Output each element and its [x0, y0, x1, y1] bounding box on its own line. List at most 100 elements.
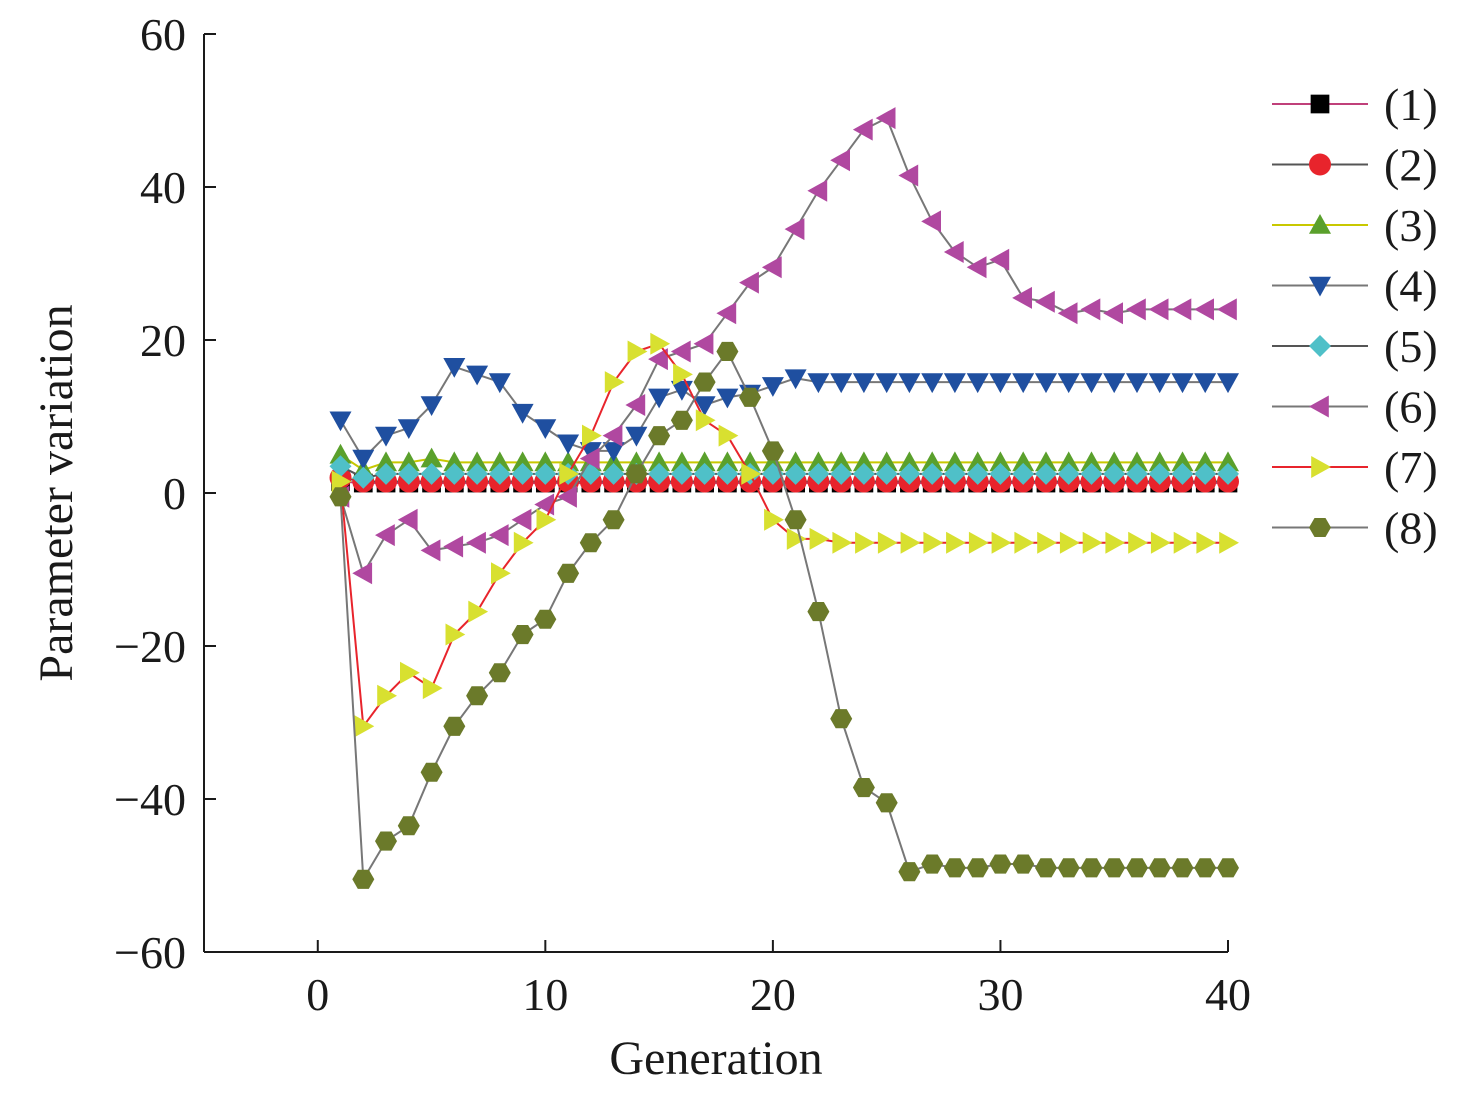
y-tick-label: 0: [163, 468, 186, 519]
data-point: [784, 218, 805, 241]
data-point: [673, 363, 693, 386]
data-point: [1128, 531, 1148, 554]
data-point: [420, 762, 443, 782]
data-point: [397, 451, 420, 472]
data-point: [852, 462, 875, 485]
data-point: [921, 210, 941, 233]
data-point: [1080, 373, 1103, 394]
data-point: [966, 858, 989, 878]
data-point: [1217, 373, 1239, 394]
data-point: [830, 149, 850, 172]
data-point: [602, 442, 625, 462]
x-axis-title: Generation: [609, 1032, 822, 1085]
series-line: [339, 453, 1228, 472]
data-point: [422, 677, 443, 700]
legend-label: (6): [1384, 382, 1438, 433]
data-point: [375, 451, 397, 472]
series-line: [340, 465, 1228, 479]
data-point: [1057, 858, 1080, 878]
data-point: [898, 462, 921, 485]
data-point: [807, 373, 830, 394]
data-point: [1148, 451, 1171, 472]
y-tick-label: 60: [140, 9, 186, 60]
series-4: [329, 358, 1239, 470]
legend-item: (3): [1272, 200, 1438, 251]
data-point: [466, 451, 489, 472]
legend-label: (7): [1384, 442, 1438, 493]
data-point: [1150, 531, 1171, 554]
data-point: [989, 451, 1012, 472]
data-point: [966, 462, 989, 485]
series-line: [339, 365, 1228, 461]
data-point: [695, 409, 716, 432]
data-point: [943, 858, 966, 878]
data-point: [852, 118, 873, 141]
legend-label: (5): [1384, 321, 1438, 372]
data-point: [534, 609, 557, 629]
data-point: [877, 531, 898, 554]
data-point: [1059, 531, 1080, 554]
data-point: [1148, 298, 1169, 321]
data-point: [1219, 531, 1239, 554]
data-point: [397, 816, 420, 836]
data-point: [466, 686, 489, 706]
data-point: [830, 709, 853, 729]
ticks: −60 −40 −20 0 20 40 60 0 10 20 30 40: [114, 9, 1251, 1020]
legend-marker: [1309, 518, 1331, 537]
data-point: [807, 462, 830, 485]
data-point: [1126, 298, 1146, 321]
data-point: [784, 510, 807, 530]
data-point: [329, 487, 352, 507]
data-point: [1217, 451, 1239, 472]
data-point: [420, 396, 443, 416]
data-point: [534, 462, 557, 485]
data-point: [875, 107, 896, 130]
y-tick-label: 20: [140, 315, 186, 366]
data-point: [625, 426, 648, 447]
data-point: [739, 271, 759, 294]
data-point: [809, 527, 830, 550]
data-point: [648, 426, 671, 446]
data-point: [670, 410, 693, 430]
data-point: [1103, 451, 1126, 472]
data-point: [921, 451, 944, 472]
legend-item: (2): [1272, 140, 1438, 191]
data-point: [375, 426, 397, 447]
legend: (1) (2) (3) (4) (5) (6) (7) (8): [1272, 79, 1438, 554]
data-point: [1217, 462, 1239, 485]
data-point: [352, 869, 375, 889]
data-point: [400, 661, 420, 684]
data-point: [491, 562, 511, 585]
legend-item: (6): [1272, 382, 1438, 433]
data-point: [1194, 451, 1217, 472]
data-point: [1148, 373, 1171, 394]
data-point: [397, 508, 418, 531]
data-point: [557, 485, 577, 508]
series-6: [329, 107, 1237, 585]
legend-item: (4): [1272, 261, 1438, 312]
y-tick-label: −40: [114, 774, 186, 825]
data-point: [921, 373, 944, 394]
data-point: [1035, 451, 1057, 472]
x-tick-label: 0: [306, 969, 329, 1020]
data-point: [693, 396, 716, 416]
legend-label: (1): [1384, 79, 1438, 130]
data-point: [604, 371, 625, 394]
data-point: [739, 387, 762, 407]
data-point: [329, 443, 352, 464]
data-point: [852, 778, 875, 798]
data-point: [1171, 298, 1192, 321]
data-point: [1057, 451, 1080, 472]
series-2: [329, 466, 1239, 493]
data-point: [716, 451, 739, 472]
data-point: [625, 464, 648, 484]
data-point: [693, 332, 714, 355]
data-point: [627, 340, 648, 363]
data-point: [420, 447, 443, 468]
data-point: [807, 179, 828, 202]
data-point: [1057, 373, 1080, 394]
data-point: [1194, 373, 1217, 394]
data-point: [807, 451, 830, 472]
data-point: [1012, 286, 1032, 309]
data-point: [1080, 462, 1103, 485]
